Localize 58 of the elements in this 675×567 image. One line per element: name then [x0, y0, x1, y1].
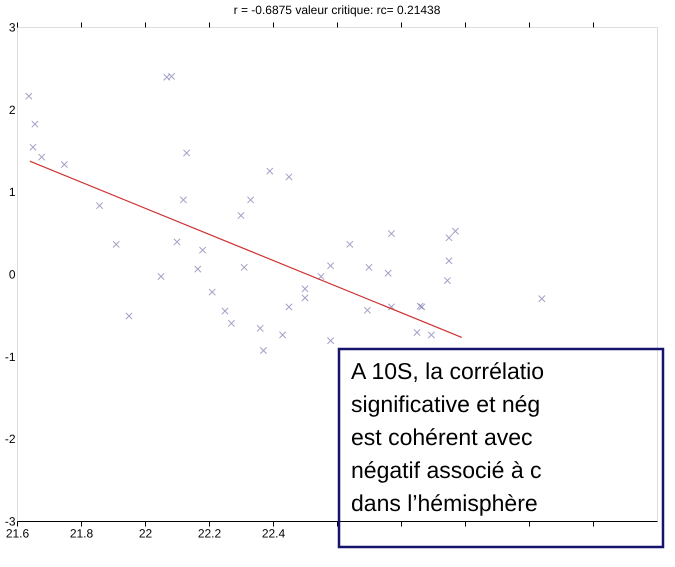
point: [208, 288, 216, 296]
x-tick-label: 22.2: [198, 526, 222, 540]
point: [413, 328, 421, 336]
point: [285, 303, 293, 311]
point: [96, 202, 104, 210]
point: [157, 272, 165, 280]
point: [428, 331, 436, 339]
point: [452, 228, 460, 235]
x-tick-label: 22.4: [262, 526, 286, 540]
point: [194, 265, 202, 273]
point: [256, 324, 264, 332]
y-tick-label: 0: [8, 268, 16, 282]
y-tick-label: 1: [8, 185, 16, 200]
point: [228, 320, 236, 328]
point: [180, 196, 188, 204]
point: [317, 272, 325, 280]
point: [384, 270, 392, 277]
point: [246, 196, 254, 204]
point: [173, 238, 181, 246]
point: [444, 276, 452, 284]
point: [346, 240, 354, 248]
point: [445, 234, 453, 242]
point: [326, 262, 334, 270]
point: [240, 264, 248, 272]
point: [364, 306, 372, 314]
point: [198, 246, 206, 254]
point: [112, 240, 120, 248]
point: [278, 331, 286, 339]
point: [31, 120, 39, 128]
y-tick-label: -2: [4, 432, 16, 446]
point: [285, 173, 293, 181]
point: [221, 307, 229, 315]
point: [260, 346, 268, 354]
point: [182, 149, 190, 157]
point: [266, 167, 274, 175]
point: [388, 303, 396, 311]
point: [25, 92, 32, 100]
annotation: A 10S, la corrélatio significative et nég est cohérent avec négatif associé à c dans l’hémisphère: [351, 358, 544, 516]
y-tick-label: 2: [8, 102, 16, 117]
point: [388, 230, 396, 238]
point: [38, 153, 46, 161]
chart-title: r = -0.6875 valeur critique: rc= 0.21438: [234, 3, 441, 17]
x-tick-label: 21.6: [6, 526, 30, 540]
x-tick-label: 22: [138, 526, 152, 540]
point: [301, 294, 309, 302]
point: [326, 337, 334, 344]
point: [365, 264, 373, 272]
y-tick-label: 3: [8, 20, 16, 34]
y-tick-label: -3: [4, 514, 16, 528]
point: [538, 295, 546, 302]
y-tick-label: -1: [4, 350, 16, 364]
point: [125, 312, 133, 320]
x-tick-label: 21.8: [70, 526, 94, 540]
point: [237, 212, 245, 220]
point: [445, 257, 453, 264]
point: [60, 160, 68, 168]
point: [29, 144, 37, 151]
point: [301, 285, 309, 292]
